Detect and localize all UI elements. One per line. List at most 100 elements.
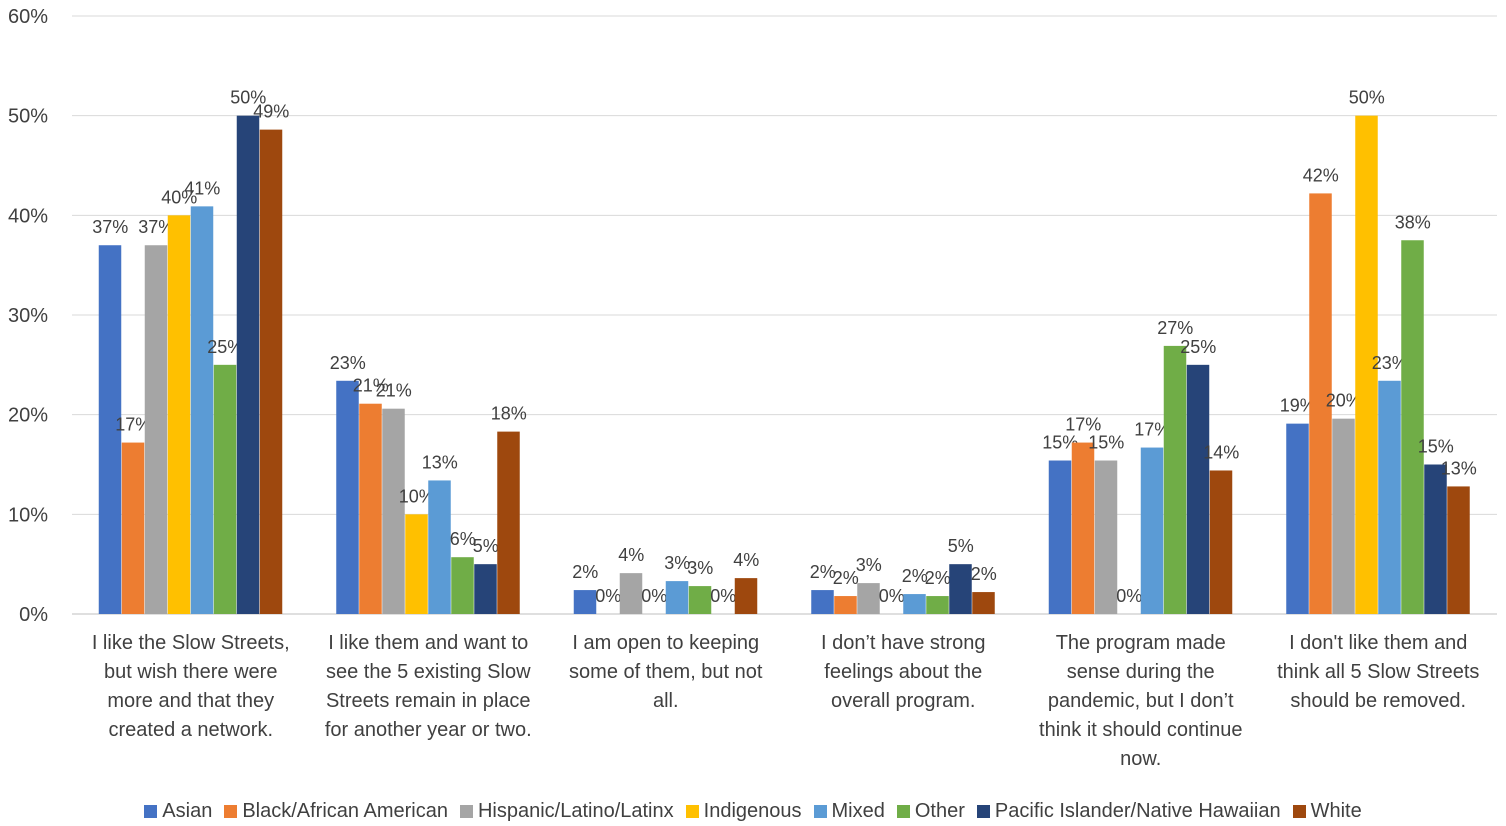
- x-tick-label: think all 5 Slow Streets: [1277, 661, 1479, 683]
- legend-label: White: [1310, 800, 1362, 822]
- bar: [1163, 345, 1187, 614]
- data-label: 6%: [450, 529, 476, 549]
- data-label: 2%: [572, 562, 598, 582]
- data-label: 23%: [330, 353, 366, 373]
- bar: [1209, 470, 1233, 614]
- bar: [573, 590, 597, 614]
- data-label: 2%: [902, 566, 928, 586]
- bar: [428, 480, 451, 614]
- x-tick-label: sense during the: [1067, 661, 1215, 683]
- bar: [1309, 193, 1332, 614]
- legend-swatch: [976, 805, 990, 818]
- data-label: 17%: [1134, 420, 1170, 440]
- bar: [1424, 464, 1447, 614]
- y-tick-label: 10%: [8, 504, 48, 526]
- data-label: 40%: [161, 187, 197, 207]
- legend-item: Asian: [144, 800, 212, 823]
- data-label: 4%: [618, 545, 644, 565]
- legend-label: Mixed: [831, 800, 885, 822]
- bar: [619, 573, 643, 614]
- bar: [259, 129, 283, 614]
- bar: [857, 583, 880, 614]
- bar: [972, 592, 995, 614]
- x-tick-label: overall program.: [831, 690, 976, 712]
- data-label: 37%: [92, 217, 128, 237]
- bar: [665, 581, 689, 614]
- legend-label: Indigenous: [703, 800, 802, 822]
- data-label: 50%: [230, 88, 266, 108]
- bar: [1447, 486, 1470, 614]
- data-label: 21%: [353, 376, 389, 396]
- data-label: 23%: [1372, 353, 1408, 373]
- data-label: 13%: [422, 452, 458, 472]
- bar: [213, 364, 237, 614]
- bar: [1332, 418, 1355, 614]
- data-label: 21%: [376, 381, 412, 401]
- x-tick-label: I am open to keeping: [572, 632, 759, 654]
- data-label: 20%: [1326, 391, 1362, 411]
- legend-swatch: [813, 805, 827, 818]
- bar: [336, 380, 359, 614]
- legend-label: Other: [914, 800, 965, 822]
- x-tick-label: for another year or two.: [325, 719, 532, 741]
- legend-swatch: [1292, 805, 1306, 818]
- legend-swatch: [685, 805, 699, 818]
- data-label: 0%: [595, 586, 621, 606]
- x-tick-label: I like them and want to: [328, 632, 528, 654]
- x-tick-label: more and that they: [107, 690, 274, 712]
- data-label: 5%: [473, 536, 499, 556]
- bar: [144, 245, 168, 614]
- legend-label: Asian: [162, 800, 213, 822]
- data-label: 2%: [925, 568, 951, 588]
- data-label: 5%: [948, 536, 974, 556]
- data-label: 0%: [879, 586, 905, 606]
- bar: [190, 206, 214, 614]
- data-label: 27%: [1157, 318, 1193, 338]
- bar: [734, 578, 758, 614]
- x-tick-label: feelings about the: [824, 661, 982, 683]
- y-tick-label: 60%: [8, 6, 48, 28]
- bar: [1401, 240, 1424, 614]
- bar: [834, 596, 857, 614]
- x-tick-label: I don’t have strong: [821, 632, 986, 654]
- y-tick-label: 40%: [8, 205, 48, 227]
- legend-item: Hispanic/Latino/Latinx: [459, 800, 674, 823]
- data-label: 10%: [399, 486, 435, 506]
- data-label: 14%: [1203, 442, 1239, 462]
- bar: [1048, 460, 1072, 614]
- bar: [405, 514, 428, 614]
- data-label: 3%: [856, 555, 882, 575]
- data-label: 15%: [1088, 433, 1124, 453]
- legend-swatch: [144, 805, 158, 818]
- legend-item: Other: [896, 800, 965, 823]
- data-label: 2%: [810, 562, 836, 582]
- data-label: 17%: [115, 415, 151, 435]
- legend-label: Black/African American: [242, 800, 448, 822]
- x-tick-label: some of them, but not: [569, 661, 763, 683]
- data-label: 50%: [1349, 88, 1385, 108]
- x-tick-label: Streets remain in place: [326, 690, 531, 712]
- bar-chart: 0%10%20%30%40%50%60%37%17%37%40%41%25%50…: [8, 6, 1497, 770]
- bar: [236, 115, 260, 615]
- bar: [167, 215, 191, 615]
- x-tick-label: pandemic, but I don’t: [1048, 690, 1234, 712]
- bar: [1094, 460, 1118, 614]
- y-tick-label: 50%: [8, 106, 48, 128]
- bar: [1140, 447, 1164, 614]
- data-label: 4%: [733, 550, 759, 570]
- y-tick-label: 0%: [19, 604, 48, 626]
- data-label: 49%: [253, 102, 289, 122]
- legend-item: White: [1292, 800, 1362, 823]
- data-label: 3%: [664, 553, 690, 573]
- data-label: 0%: [1116, 586, 1142, 606]
- x-tick-label: but wish there were: [104, 661, 277, 683]
- data-label: 2%: [833, 568, 859, 588]
- data-label: 25%: [1180, 337, 1216, 357]
- bar: [1378, 380, 1401, 614]
- data-label: 2%: [971, 564, 997, 584]
- legend-swatch: [896, 805, 910, 818]
- data-label: 19%: [1280, 396, 1316, 416]
- legend-swatch: [459, 805, 473, 818]
- data-label: 37%: [138, 217, 174, 237]
